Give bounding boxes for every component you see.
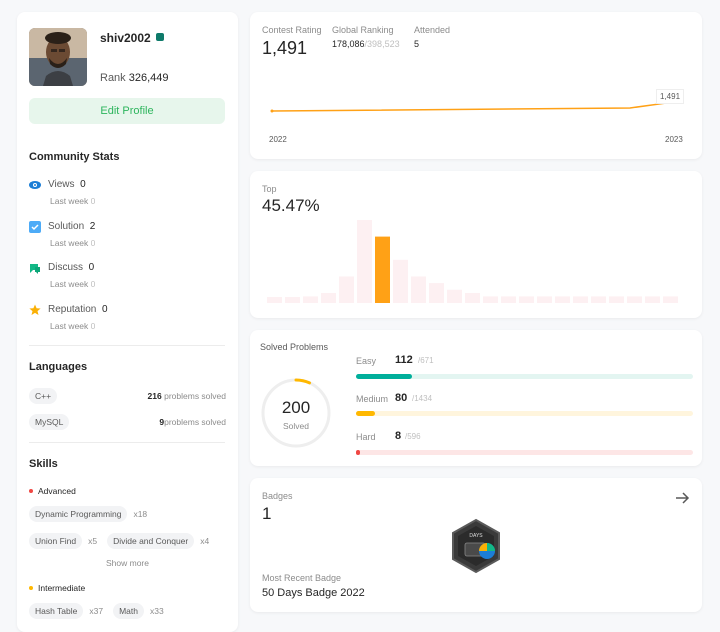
solved-problems-card: Solved Problems 200 Solved Easy 112 /671… bbox=[250, 330, 702, 466]
attended-label: Attended bbox=[414, 25, 451, 35]
badges-label: Badges bbox=[262, 491, 293, 501]
skill-count: x4 bbox=[200, 536, 210, 546]
solved-total: 200 bbox=[281, 398, 311, 417]
contest-rating-card: Contest Rating 1,491 Global Ranking 178,… bbox=[250, 12, 702, 159]
skills-title: Skills bbox=[29, 458, 58, 470]
edit-profile-button[interactable]: Edit Profile bbox=[29, 98, 225, 124]
rating-point[interactable] bbox=[270, 109, 274, 113]
contest-rating-value: 1,491 bbox=[262, 38, 308, 58]
bar[interactable] bbox=[429, 283, 444, 303]
solution-icon bbox=[29, 221, 41, 233]
skill-tag[interactable]: Union Find bbox=[29, 533, 83, 549]
skill-tag[interactable]: Dynamic Programming bbox=[29, 506, 128, 522]
bar[interactable] bbox=[411, 276, 426, 303]
verified-badge-icon bbox=[156, 33, 165, 41]
languages-title: Languages bbox=[29, 361, 88, 373]
recent-badge-label: Most Recent Badge bbox=[262, 573, 342, 583]
distribution-bar-chart[interactable] bbox=[250, 211, 702, 303]
bar[interactable] bbox=[645, 296, 660, 303]
community-stats-title: Community Stats bbox=[29, 151, 120, 163]
skill-tag[interactable]: Hash Table bbox=[29, 603, 84, 619]
top-percent-card: Top 45.47% bbox=[250, 171, 702, 318]
solved-problems-title: Solved Problems bbox=[260, 342, 329, 352]
recent-badge-name[interactable]: 50 Days Badge 2022 bbox=[262, 587, 365, 599]
rating-series-line bbox=[271, 90, 681, 112]
intermediate-dot-icon bbox=[29, 586, 33, 590]
bar[interactable] bbox=[591, 296, 606, 303]
bar[interactable] bbox=[663, 296, 678, 303]
bar[interactable] bbox=[555, 296, 570, 303]
star-icon bbox=[29, 304, 41, 315]
eye-icon bbox=[29, 181, 41, 189]
skill-count: x5 bbox=[88, 536, 98, 546]
bar[interactable] bbox=[321, 293, 336, 303]
skill-level-advanced: Advanced bbox=[29, 486, 76, 496]
badges-card: Badges 1 DAYS Most Recent Badge 50 Days … bbox=[250, 478, 702, 612]
solved-total-label: Solved bbox=[283, 421, 309, 431]
medium-bar bbox=[356, 411, 693, 416]
skill-row: Dynamic Programming x18 bbox=[29, 506, 147, 522]
bar[interactable] bbox=[285, 297, 300, 303]
bar-highlight[interactable] bbox=[375, 236, 390, 303]
badges-count: 1 bbox=[262, 504, 272, 523]
language-tag-cpp[interactable]: C++ bbox=[29, 388, 58, 404]
skill-tag[interactable]: Divide and Conquer bbox=[107, 533, 195, 549]
skill-count: x37 bbox=[89, 606, 104, 616]
attended-value: 5 bbox=[414, 39, 420, 49]
skill-row: Hash Table x37 Math x33 bbox=[29, 603, 164, 619]
bar[interactable] bbox=[501, 296, 516, 303]
progress-fill bbox=[356, 411, 375, 416]
bar[interactable] bbox=[519, 296, 534, 303]
badge-text: DAYS bbox=[469, 533, 483, 539]
show-more-link[interactable]: Show more bbox=[106, 558, 149, 568]
progress-fill bbox=[356, 374, 413, 379]
skill-level-intermediate: Intermediate bbox=[29, 583, 85, 593]
skill-row: Union Find x5 Divide and Conquer x4 bbox=[29, 533, 209, 549]
discuss-icon bbox=[30, 264, 40, 274]
bar[interactable] bbox=[465, 293, 480, 303]
bar[interactable] bbox=[303, 296, 318, 303]
progress-fill bbox=[356, 450, 361, 455]
divider bbox=[29, 345, 225, 346]
rank: Rank 326,449 bbox=[100, 72, 169, 84]
top-value: 45.47% bbox=[262, 196, 320, 215]
hard-bar bbox=[356, 450, 693, 455]
arrow-right-icon[interactable] bbox=[674, 490, 690, 506]
solved-progress-ring bbox=[261, 378, 331, 448]
top-label: Top bbox=[262, 184, 277, 194]
global-ranking-label: Global Ranking bbox=[332, 25, 394, 35]
rating-tooltip: 1,491 bbox=[656, 89, 685, 104]
skill-count: x18 bbox=[133, 509, 148, 519]
bar[interactable] bbox=[339, 276, 354, 303]
bar[interactable] bbox=[357, 220, 372, 303]
x-tick-label: 2022 bbox=[269, 135, 287, 144]
rating-line-chart[interactable] bbox=[250, 67, 702, 137]
divider bbox=[29, 442, 225, 443]
language-count-mysql: 9problems solved bbox=[159, 417, 226, 427]
bar[interactable] bbox=[573, 296, 588, 303]
bar[interactable] bbox=[393, 259, 408, 303]
x-tick-label: 2023 bbox=[665, 135, 683, 144]
badge-50-days-icon[interactable]: DAYS bbox=[450, 518, 502, 574]
language-count-cpp: 216 problems solved bbox=[147, 391, 226, 401]
bar[interactable] bbox=[537, 296, 552, 303]
skill-count: x33 bbox=[150, 606, 164, 616]
contest-rating-label: Contest Rating bbox=[262, 25, 322, 35]
skill-tag[interactable]: Math bbox=[113, 603, 144, 619]
bar[interactable] bbox=[609, 296, 624, 303]
global-ranking-value: 178,086/398,523 bbox=[332, 39, 400, 49]
bar[interactable] bbox=[627, 296, 642, 303]
avatar[interactable] bbox=[29, 28, 87, 86]
username[interactable]: shiv2002 bbox=[100, 31, 165, 45]
language-tag-mysql[interactable]: MySQL bbox=[29, 414, 70, 430]
profile-card: shiv2002 Rank 326,449 Edit Profile Commu… bbox=[17, 12, 238, 632]
advanced-dot-icon bbox=[29, 489, 33, 493]
bar[interactable] bbox=[447, 289, 462, 303]
bar[interactable] bbox=[267, 297, 282, 303]
ring-progress bbox=[294, 378, 311, 385]
bar[interactable] bbox=[483, 296, 498, 303]
easy-bar bbox=[356, 374, 693, 379]
